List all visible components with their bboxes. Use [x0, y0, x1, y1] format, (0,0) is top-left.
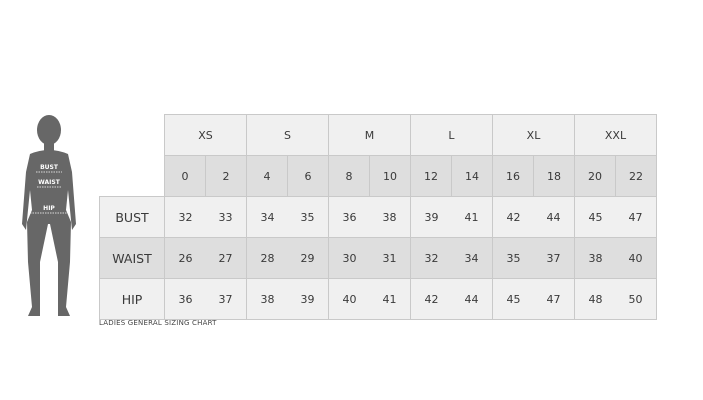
- size-number-row: 0 2 4 6 8 10 12 14 16 18 20 22: [100, 155, 657, 197]
- size-number: 12: [410, 155, 452, 197]
- measurement-value: 36: [342, 210, 357, 224]
- size-m: M: [328, 114, 411, 156]
- size-group-cell: 45 47: [574, 196, 657, 238]
- size-group-cell: 45 47: [492, 278, 575, 320]
- measurement-value: 29: [300, 251, 315, 265]
- measurement-value: 32: [424, 251, 439, 265]
- measurement-value: 35: [300, 210, 315, 224]
- size-group-cell: 39 41: [410, 196, 493, 238]
- sizing-table: XS S M L XL XXL 0 2 4 6 8 10 12 14 16 18 20 22 BUST…: [99, 114, 657, 320]
- figure-label-hip: HIP: [43, 205, 55, 212]
- measurement-value: 34: [260, 210, 275, 224]
- row-label: HIP: [99, 278, 165, 320]
- measurement-value: 37: [546, 251, 561, 265]
- measurement-value: 45: [506, 292, 521, 306]
- size-group-cell: 32 34: [410, 237, 493, 279]
- size-group-cell: 42 44: [410, 278, 493, 320]
- measurement-value: 26: [178, 251, 193, 265]
- row-label: BUST: [99, 196, 165, 238]
- size-xs: XS: [164, 114, 247, 156]
- size-group-cell: 32 33: [164, 196, 247, 238]
- size-number: 4: [246, 155, 288, 197]
- measurement-value: 47: [546, 292, 561, 306]
- measurement-value: 34: [464, 251, 479, 265]
- size-group-cell: 48 50: [574, 278, 657, 320]
- measurement-value: 41: [464, 210, 479, 224]
- size-number: 2: [205, 155, 247, 197]
- measurement-row: HIP 36 37 38 39 40 41 42 44 45 47 48 50: [99, 278, 657, 320]
- size-number: 20: [574, 155, 616, 197]
- measurement-value: 42: [424, 292, 439, 306]
- size-group-cell: 30 31: [328, 237, 411, 279]
- size-number: 14: [451, 155, 493, 197]
- size-group-cell: 26 27: [164, 237, 247, 279]
- size-xxl: XXL: [574, 114, 657, 156]
- size-group-cell: 28 29: [246, 237, 329, 279]
- size-number: 22: [615, 155, 657, 197]
- size-group-cell: 40 41: [328, 278, 411, 320]
- size-number: 18: [533, 155, 575, 197]
- size-group-cell: 42 44: [492, 196, 575, 238]
- measurement-value: 50: [628, 292, 643, 306]
- size-number: 6: [287, 155, 329, 197]
- size-s: S: [246, 114, 329, 156]
- size-group-cell: 36 37: [164, 278, 247, 320]
- size-number: 0: [164, 155, 206, 197]
- measurement-value: 44: [546, 210, 561, 224]
- size-number: 10: [369, 155, 411, 197]
- measurement-value: 32: [178, 210, 193, 224]
- body-silhouette-icon: BUST WAIST HIP: [22, 115, 76, 316]
- size-group-cell: 35 37: [492, 237, 575, 279]
- measurement-value: 31: [382, 251, 397, 265]
- measurement-value: 38: [260, 292, 275, 306]
- measurement-value: 40: [342, 292, 357, 306]
- measurement-value: 47: [628, 210, 643, 224]
- row-label: WAIST: [99, 237, 165, 279]
- measurement-row: WAIST 26 27 28 29 30 31 32 34 35 37 38 40: [99, 237, 657, 279]
- size-group-cell: 34 35: [246, 196, 329, 238]
- measurement-value: 33: [218, 210, 233, 224]
- size-group-cell: 38 40: [574, 237, 657, 279]
- measurement-value: 37: [218, 292, 233, 306]
- measurement-value: 41: [382, 292, 397, 306]
- measurement-value: 42: [506, 210, 521, 224]
- measurement-value: 36: [178, 292, 193, 306]
- size-label-row: XS S M L XL XXL: [100, 114, 657, 156]
- measurement-value: 45: [588, 210, 603, 224]
- measurement-value: 30: [342, 251, 357, 265]
- size-number: 8: [328, 155, 370, 197]
- measurement-value: 40: [628, 251, 643, 265]
- size-number: 16: [492, 155, 534, 197]
- measurement-value: 39: [300, 292, 315, 306]
- size-group-cell: 36 38: [328, 196, 411, 238]
- measurement-value: 48: [588, 292, 603, 306]
- figure-label-waist: WAIST: [38, 179, 61, 186]
- measurement-value: 38: [382, 210, 397, 224]
- measurement-value: 38: [588, 251, 603, 265]
- size-xl: XL: [492, 114, 575, 156]
- measurement-value: 39: [424, 210, 439, 224]
- measurement-value: 27: [218, 251, 233, 265]
- measurement-value: 35: [506, 251, 521, 265]
- size-l: L: [410, 114, 493, 156]
- figure-label-bust: BUST: [40, 164, 59, 171]
- size-group-cell: 38 39: [246, 278, 329, 320]
- measurement-value: 44: [464, 292, 479, 306]
- measurement-row: BUST 32 33 34 35 36 38 39 41 42 44 45 47: [99, 196, 657, 238]
- chart-caption: LADIES GENERAL SIZING CHART: [99, 319, 217, 327]
- measurement-value: 28: [260, 251, 275, 265]
